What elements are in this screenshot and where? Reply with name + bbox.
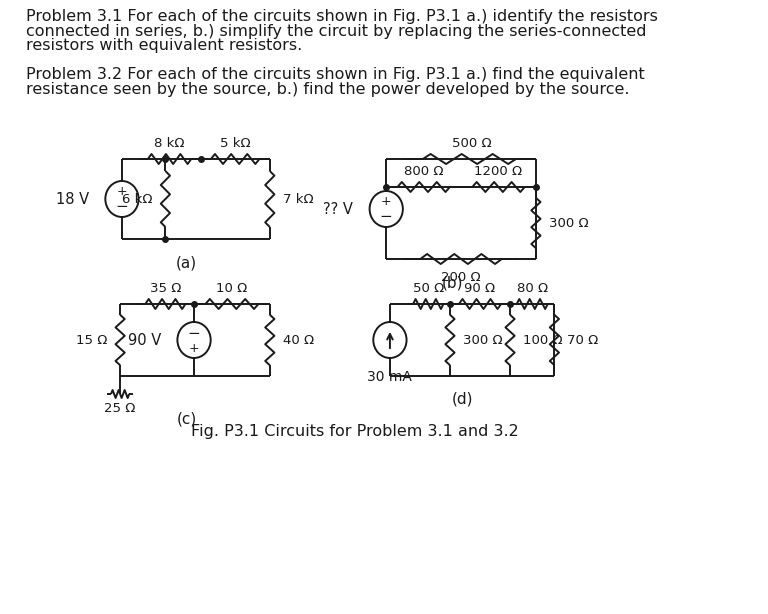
Text: resistors with equivalent resistors.: resistors with equivalent resistors. (26, 38, 302, 53)
Text: 18 V: 18 V (55, 192, 88, 206)
Text: 800 Ω: 800 Ω (404, 165, 443, 178)
Text: 5 kΩ: 5 kΩ (220, 137, 250, 150)
Text: 1200 Ω: 1200 Ω (475, 165, 522, 178)
Text: (a): (a) (176, 255, 197, 270)
Text: +: + (189, 341, 200, 354)
Text: 300 Ω: 300 Ω (549, 217, 588, 230)
Text: 7 kΩ: 7 kΩ (283, 193, 313, 206)
Text: 70 Ω: 70 Ω (568, 333, 598, 346)
Text: 90 Ω: 90 Ω (465, 282, 495, 295)
Text: (d): (d) (452, 392, 474, 407)
Text: 500 Ω: 500 Ω (452, 137, 492, 150)
Text: −: − (116, 198, 128, 214)
Text: 10 Ω: 10 Ω (217, 282, 247, 295)
Text: +: + (381, 195, 392, 208)
Text: Problem 3.2 For each of the circuits shown in Fig. P3.1 a.) find the equivalent: Problem 3.2 For each of the circuits sho… (26, 67, 644, 82)
Text: 200 Ω: 200 Ω (442, 271, 481, 284)
Text: ?? V: ?? V (323, 201, 353, 217)
Text: 30 mA: 30 mA (367, 370, 412, 384)
Text: Problem 3.1 For each of the circuits shown in Fig. P3.1 a.) identify the resisto: Problem 3.1 For each of the circuits sho… (26, 9, 657, 24)
Text: 80 Ω: 80 Ω (517, 282, 548, 295)
Text: 15 Ω: 15 Ω (76, 333, 108, 346)
Text: (c): (c) (177, 412, 197, 427)
Text: (b): (b) (442, 275, 464, 290)
Text: 90 V: 90 V (127, 333, 161, 348)
Text: connected in series, b.) simplify the circuit by replacing the series-connected: connected in series, b.) simplify the ci… (26, 23, 647, 39)
Text: 300 Ω: 300 Ω (463, 333, 502, 346)
Text: −: − (380, 209, 392, 223)
Text: Fig. P3.1 Circuits for Problem 3.1 and 3.2: Fig. P3.1 Circuits for Problem 3.1 and 3… (191, 424, 518, 439)
Text: 100 Ω: 100 Ω (523, 333, 563, 346)
Text: −: − (187, 325, 200, 341)
Text: 40 Ω: 40 Ω (283, 333, 314, 346)
Text: 35 Ω: 35 Ω (150, 282, 181, 295)
Text: resistance seen by the source, b.) find the power developed by the source.: resistance seen by the source, b.) find … (26, 82, 629, 96)
Text: +: + (117, 184, 127, 198)
Text: 50 Ω: 50 Ω (412, 282, 444, 295)
Text: 25 Ω: 25 Ω (104, 402, 136, 415)
Text: 6 kΩ: 6 kΩ (122, 193, 153, 206)
Text: 8 kΩ: 8 kΩ (154, 137, 185, 150)
